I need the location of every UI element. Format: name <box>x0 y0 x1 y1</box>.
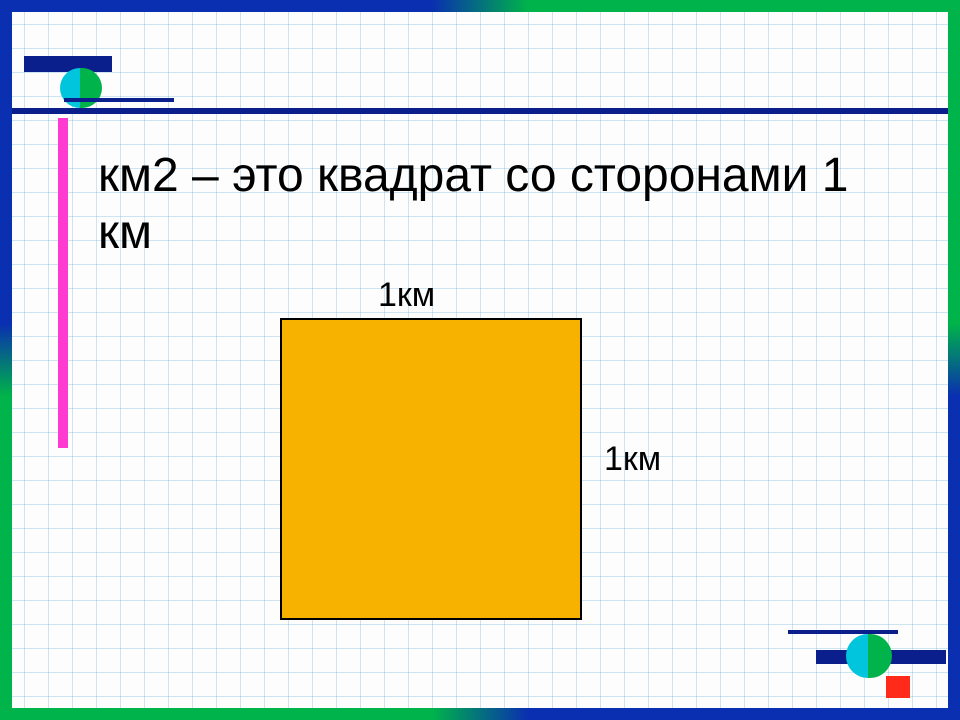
right-side-label: 1км <box>604 440 661 479</box>
left-accent-bar <box>58 118 68 448</box>
top-left-decoration <box>24 38 184 158</box>
border-right <box>948 0 960 720</box>
deco-thin-line-icon <box>788 630 898 634</box>
deco-dash-icon <box>24 56 112 72</box>
deco-thin-line-icon <box>64 98 174 102</box>
slide-canvas: км2 – это квадрат со сторонами 1 км 1км … <box>0 0 960 720</box>
unit-square <box>280 318 582 620</box>
deco-half-icon <box>868 634 892 678</box>
deco-red-block-icon <box>886 676 910 698</box>
border-top <box>0 0 960 12</box>
top-side-label: 1км <box>378 276 435 315</box>
bottom-right-decoration <box>788 590 948 710</box>
slide-title: км2 – это квадрат со сторонами 1 км <box>98 148 858 261</box>
border-left <box>0 0 12 720</box>
deco-half-icon <box>80 68 102 108</box>
